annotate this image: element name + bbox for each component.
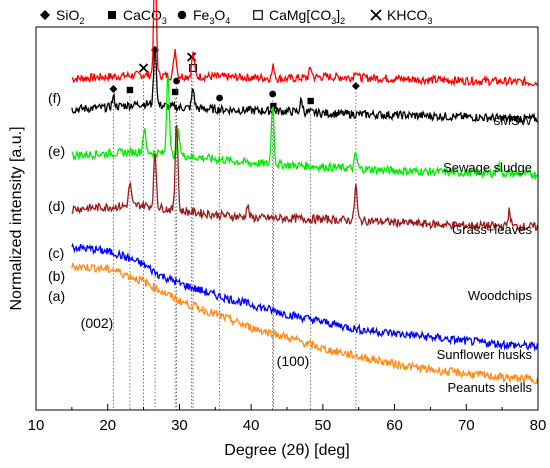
square-marker [126, 86, 134, 94]
series-name-label: Woodchips [468, 288, 533, 303]
series-line [71, 262, 539, 385]
x-tick-label: 60 [386, 417, 403, 434]
legend-item: KHCO3 [370, 7, 432, 26]
open-square-marker [253, 10, 263, 20]
circle-marker [177, 10, 187, 20]
legend-label: CaMg[CO3]2 [269, 7, 345, 26]
series-name-label: Peanuts shells [447, 380, 532, 395]
cross-stroke [186, 52, 197, 62]
legend-label: SiO2 [56, 7, 84, 26]
cross-marker [138, 63, 149, 73]
cross-marker [370, 9, 382, 21]
series-name-label: Grass+leaves [452, 222, 532, 237]
square-marker [307, 97, 314, 105]
x-tick-label: 30 [171, 417, 188, 434]
series-id-label: (b) [48, 268, 65, 284]
square-marker [270, 102, 277, 110]
series-line [71, 75, 538, 181]
legend-label: Fe3O4 [193, 7, 230, 26]
series-id-label: (c) [48, 245, 64, 261]
x-tick-label: 80 [530, 417, 547, 434]
circle-marker [269, 90, 277, 98]
legend-label: CaCO3 [123, 7, 167, 26]
legend-item: CaMg[CO3]2 [253, 7, 345, 26]
series-line [71, 242, 539, 352]
legend-item: Fe3O4 [177, 7, 230, 26]
legend: SiO2 CaCO3 Fe3O4 CaMg[CO3]2 KHCO3 [40, 7, 432, 26]
diamond-marker [109, 85, 118, 93]
series-labels: (f) sMSW (e) Sewage sludge (d) Grass+leaves (c… [48, 90, 533, 395]
series-line [71, 46, 538, 124]
cross-stroke [370, 9, 382, 21]
circle-marker [216, 94, 223, 102]
series-id-label: (a) [48, 288, 65, 304]
series-name-label: Sewage sludge [443, 160, 532, 175]
diamond-marker [40, 10, 50, 20]
series-name-label: sMSW [494, 113, 533, 128]
square-marker [171, 88, 179, 96]
series-id-label: (f) [48, 90, 61, 106]
series-id-label: (e) [48, 143, 65, 159]
x-tick-label: 10 [28, 417, 45, 434]
series-line [71, 0, 539, 87]
peak-annotation: (002) [81, 315, 114, 331]
legend-label: KHCO3 [387, 7, 432, 26]
series-name-label: Sunflower husks [437, 347, 533, 362]
x-tick-label: 40 [243, 417, 260, 434]
cross-stroke [138, 63, 149, 73]
peak-annotation: (100) [277, 353, 310, 369]
legend-item: SiO2 [40, 7, 84, 26]
series-id-label: (d) [48, 198, 65, 214]
square-marker [108, 11, 116, 19]
y-axis-label: Normalized intensity [a.u.] [8, 126, 25, 310]
diamond-marker [351, 82, 360, 90]
x-axis-label: Degree (2θ) [deg] [224, 442, 349, 459]
x-tick-label: 70 [458, 417, 475, 434]
legend-item: CaCO3 [108, 7, 167, 26]
x-tick-label: 20 [99, 417, 116, 434]
series-layer [71, 0, 539, 385]
x-tick-label: 50 [315, 417, 332, 434]
axes: 10 20 30 40 50 60 70 80 [28, 404, 547, 434]
series-line [71, 124, 539, 232]
open-square-marker [189, 63, 198, 72]
